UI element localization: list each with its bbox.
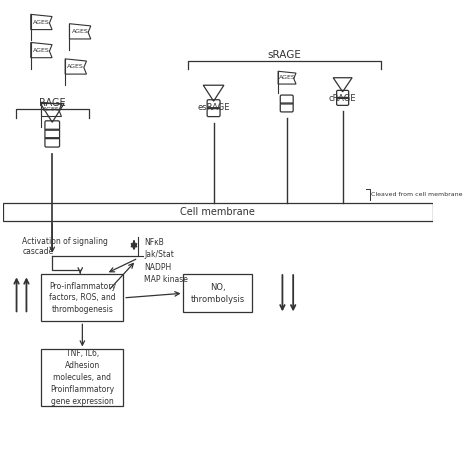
Text: AGES: AGES (33, 48, 50, 53)
Text: Cell membrane: Cell membrane (181, 207, 255, 217)
Text: NFκB
Jak/Stat
NADPH
MAP kinase: NFκB Jak/Stat NADPH MAP kinase (144, 238, 188, 284)
Text: AGES: AGES (67, 64, 84, 69)
Text: sRAGE: sRAGE (268, 50, 301, 60)
Text: AGES: AGES (279, 75, 295, 81)
Text: RAGE: RAGE (39, 98, 65, 108)
Text: NO,
thrombolysis: NO, thrombolysis (191, 283, 245, 304)
Text: Cleaved from cell membrane: Cleaved from cell membrane (371, 192, 462, 197)
Text: TNF, IL6,
Adhesion
molecules, and
Proinflammatory
gene expression: TNF, IL6, Adhesion molecules, and Proinf… (50, 349, 114, 406)
Text: Pro-inflammatory
factors, ROS, and
thrombogenesis: Pro-inflammatory factors, ROS, and throm… (49, 282, 116, 314)
Text: AGES: AGES (33, 20, 50, 25)
Text: Activation of signaling
cascade: Activation of signaling cascade (22, 237, 108, 256)
FancyBboxPatch shape (3, 203, 433, 220)
Text: AGES: AGES (43, 107, 60, 112)
Text: AGES: AGES (72, 29, 89, 34)
Text: esRAGE: esRAGE (197, 103, 230, 112)
Text: cRAGE: cRAGE (329, 94, 356, 103)
